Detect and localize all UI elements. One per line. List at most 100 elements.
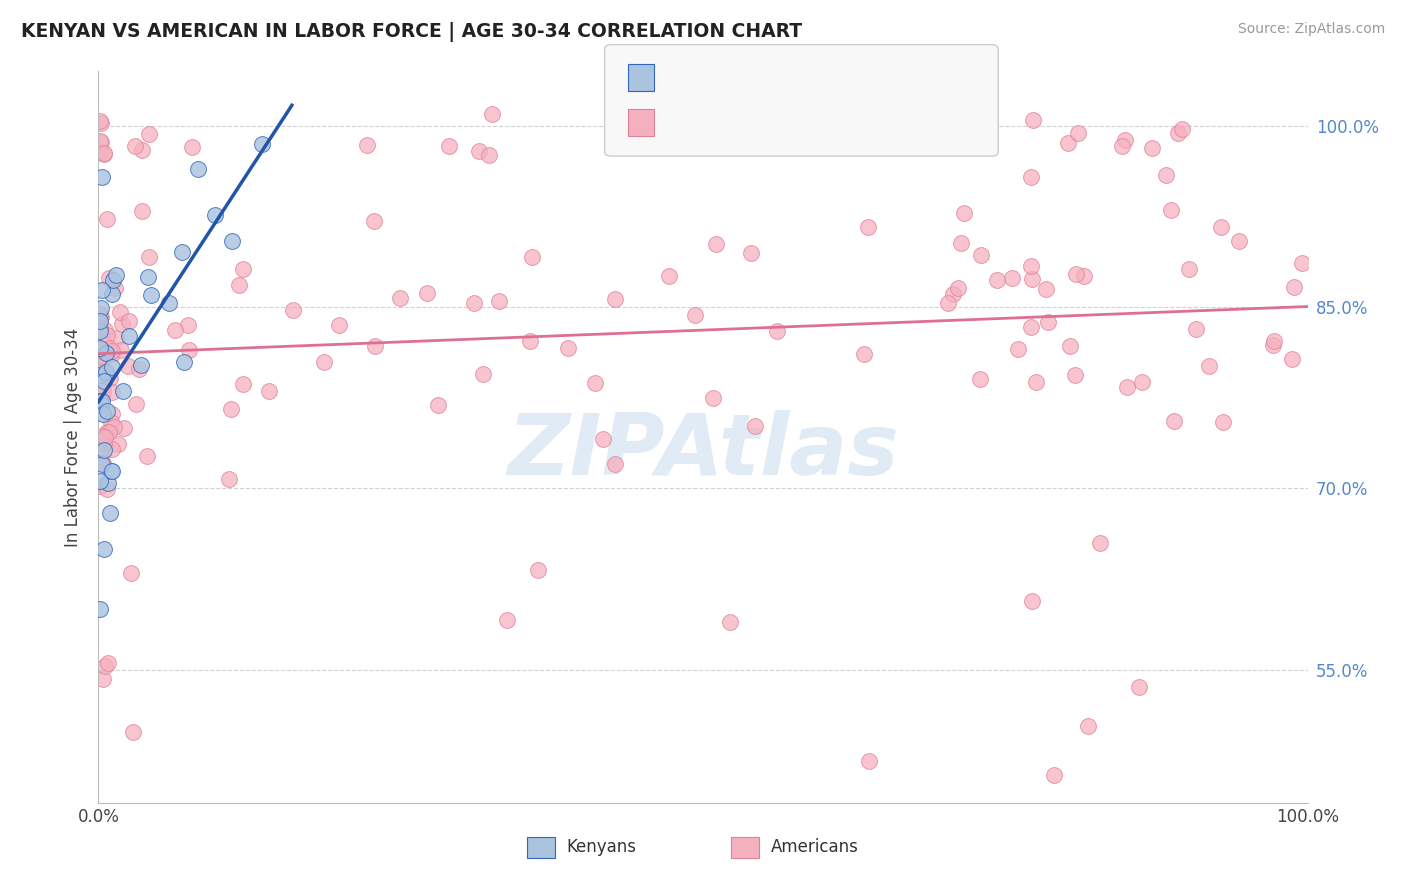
Point bbox=[519, 334, 541, 348]
Point bbox=[98, 270, 121, 285]
Point bbox=[488, 293, 510, 308]
Text: 39: 39 bbox=[886, 69, 908, 87]
Point bbox=[232, 262, 254, 277]
Point bbox=[1035, 283, 1057, 297]
Point bbox=[90, 283, 112, 297]
Point bbox=[1282, 279, 1305, 293]
Point bbox=[125, 397, 148, 411]
Point bbox=[603, 292, 626, 306]
Point bbox=[111, 384, 134, 398]
Point bbox=[766, 324, 789, 338]
Point bbox=[942, 287, 965, 301]
Point bbox=[97, 341, 120, 355]
Point bbox=[90, 342, 112, 356]
Point bbox=[93, 350, 115, 364]
Point bbox=[1227, 234, 1250, 248]
Point bbox=[89, 474, 111, 488]
Point bbox=[283, 303, 305, 318]
Point bbox=[104, 268, 127, 283]
Point bbox=[90, 457, 112, 471]
Point bbox=[100, 407, 122, 421]
Point bbox=[177, 343, 200, 358]
Point bbox=[89, 114, 111, 128]
Point bbox=[136, 449, 159, 463]
Text: N =: N = bbox=[830, 113, 863, 131]
Point bbox=[93, 437, 115, 451]
Point bbox=[100, 359, 122, 374]
Point bbox=[100, 415, 122, 429]
Point bbox=[520, 250, 543, 264]
Point bbox=[463, 296, 485, 310]
Point bbox=[218, 472, 240, 486]
Point bbox=[187, 162, 209, 177]
Point bbox=[605, 457, 627, 471]
Point bbox=[93, 407, 115, 421]
Point bbox=[89, 314, 111, 328]
Point bbox=[1198, 359, 1220, 373]
Point bbox=[481, 106, 503, 120]
Point bbox=[478, 148, 501, 162]
Text: Americans: Americans bbox=[770, 838, 858, 856]
Point bbox=[100, 464, 122, 478]
Point bbox=[89, 393, 111, 408]
Point bbox=[744, 418, 766, 433]
Point bbox=[89, 444, 111, 458]
Point bbox=[90, 348, 112, 362]
Point bbox=[89, 342, 111, 356]
Point bbox=[96, 425, 118, 440]
Point bbox=[117, 359, 139, 373]
Text: R = 0.245: R = 0.245 bbox=[665, 113, 755, 131]
Point bbox=[1025, 375, 1047, 389]
Point bbox=[131, 203, 153, 218]
Point bbox=[658, 269, 681, 284]
Point bbox=[740, 246, 762, 260]
Point bbox=[1212, 415, 1234, 429]
Point bbox=[1067, 126, 1090, 140]
Point bbox=[1059, 338, 1081, 352]
Point bbox=[94, 659, 117, 673]
Point bbox=[103, 273, 125, 287]
Point bbox=[107, 437, 129, 451]
Point bbox=[704, 237, 727, 252]
Point bbox=[969, 372, 991, 386]
Point bbox=[138, 127, 160, 141]
Point bbox=[90, 301, 112, 315]
Point bbox=[714, 135, 737, 149]
Point bbox=[101, 286, 124, 301]
Point bbox=[90, 359, 112, 373]
Point bbox=[93, 442, 115, 457]
Point bbox=[90, 456, 112, 470]
Point bbox=[93, 456, 115, 470]
Point bbox=[101, 346, 124, 360]
Point bbox=[1019, 259, 1042, 273]
Point bbox=[1130, 375, 1153, 389]
Point bbox=[129, 358, 152, 372]
Text: ZIPAtlas: ZIPAtlas bbox=[508, 410, 898, 493]
Point bbox=[103, 420, 125, 434]
Point bbox=[1063, 368, 1085, 382]
Point bbox=[1160, 202, 1182, 217]
Point bbox=[1021, 112, 1043, 127]
Point bbox=[437, 139, 460, 153]
Point bbox=[177, 318, 200, 332]
Point bbox=[100, 442, 122, 457]
Point bbox=[173, 355, 195, 369]
Point bbox=[89, 479, 111, 493]
Point bbox=[471, 368, 494, 382]
Point bbox=[90, 310, 112, 324]
Point bbox=[841, 136, 863, 151]
Point bbox=[91, 394, 114, 409]
Point bbox=[94, 430, 117, 444]
Point bbox=[97, 657, 120, 671]
Point bbox=[1154, 168, 1177, 182]
Point bbox=[856, 219, 879, 234]
Point bbox=[328, 318, 350, 332]
Point bbox=[583, 376, 606, 390]
Point bbox=[1163, 413, 1185, 427]
Point bbox=[94, 365, 117, 379]
Point bbox=[1019, 319, 1042, 334]
Point bbox=[702, 391, 724, 405]
Point bbox=[1019, 169, 1042, 184]
Point bbox=[89, 321, 111, 335]
Point bbox=[1007, 342, 1029, 356]
